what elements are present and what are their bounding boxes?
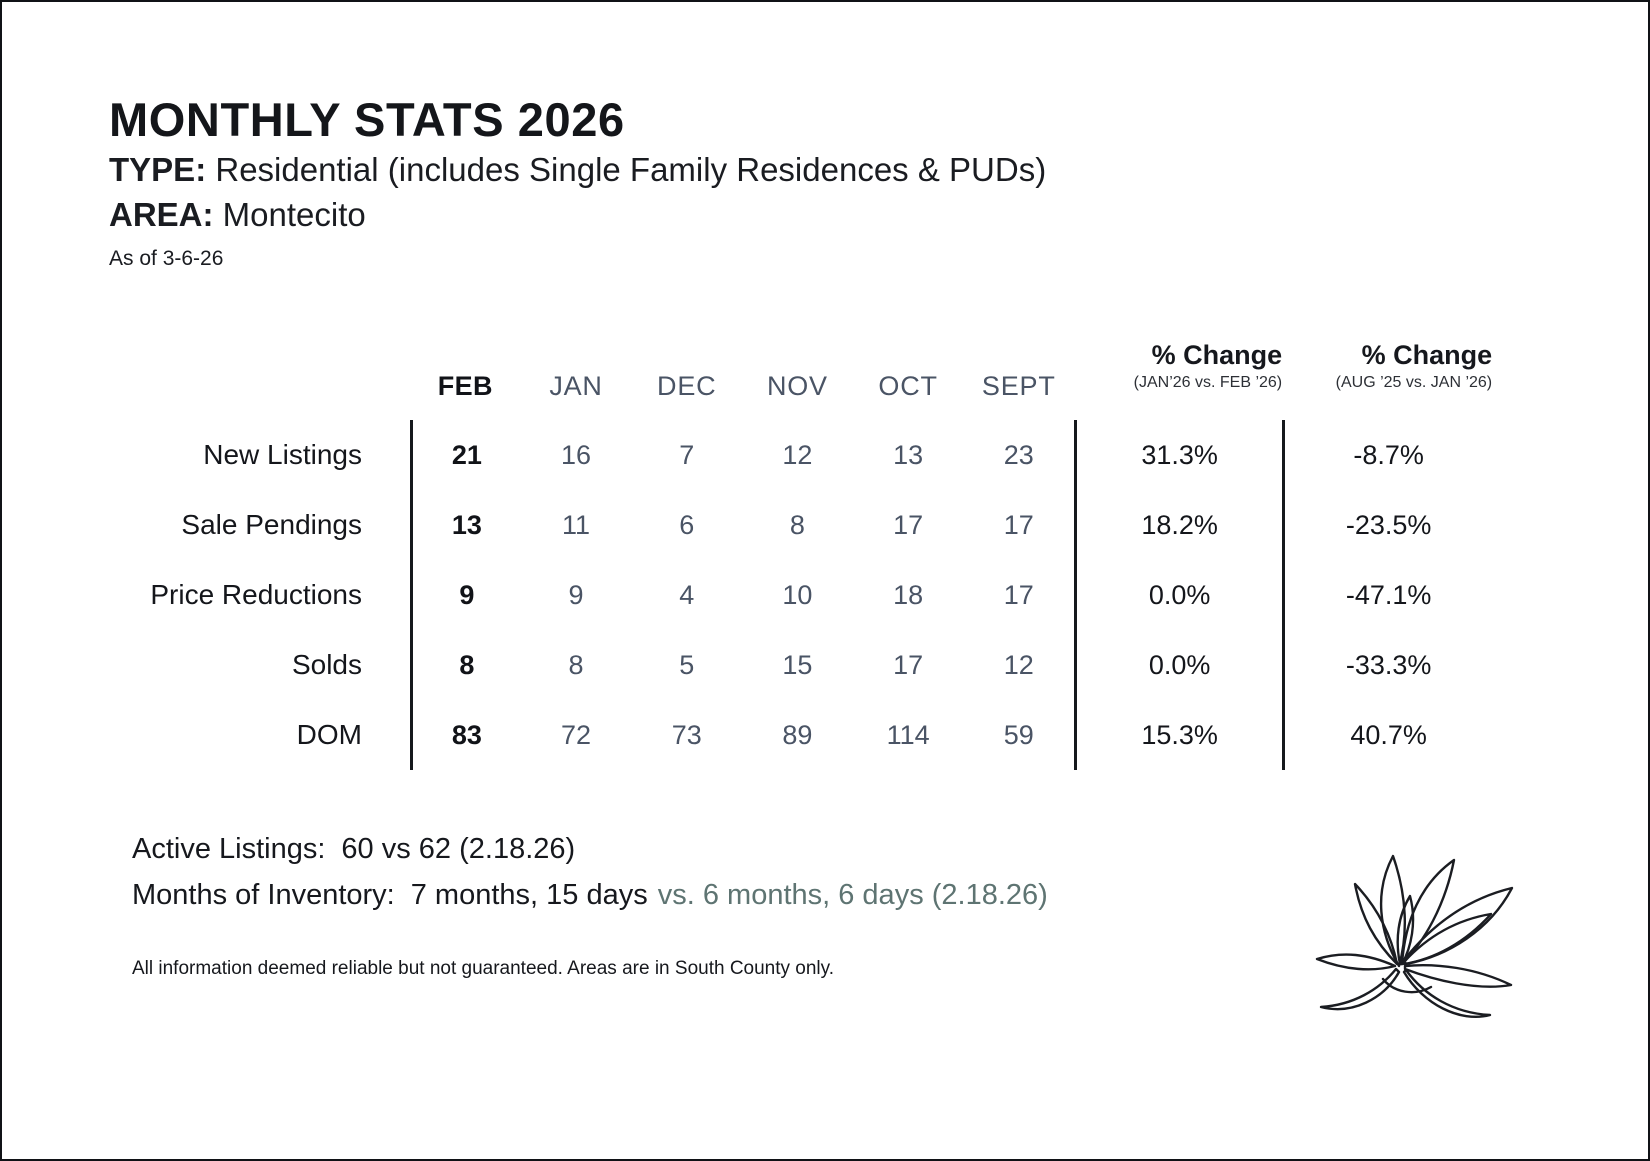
cell-pct-change: -33.3%: [1282, 630, 1492, 700]
type-label: TYPE:: [109, 150, 207, 188]
lotus-flower-icon: [1284, 814, 1542, 1062]
pct-change-2-subtitle: (AUG ’25 vs. JAN ’26): [1335, 374, 1493, 391]
cell-pct-change: 18.2%: [1074, 490, 1282, 560]
cell-value: 12: [782, 439, 813, 470]
cell-value: 18: [893, 579, 924, 610]
cell-value: 13: [410, 490, 521, 560]
row-label: Sale Pendings: [181, 509, 362, 540]
cell-value: 17: [1003, 509, 1034, 540]
col-header-sept: SEPT: [981, 371, 1056, 401]
row-label: New Listings: [203, 439, 362, 470]
months-of-inventory-line: Months of Inventory: 7 months, 15 days vs.…: [132, 881, 1048, 910]
table-row-dom: DOM 83 72 73 89 114 59 15.3% 40.7%: [102, 700, 1492, 770]
active-listings-value: 60 vs 62 (2.18.26): [341, 833, 576, 865]
cell-value: 59: [1003, 719, 1034, 750]
cell-value: 9: [568, 579, 584, 610]
area-line: AREA: Montecito: [109, 192, 1046, 238]
col-header-jan: JAN: [549, 371, 603, 401]
pct-change-2-title: % Change: [1361, 340, 1493, 370]
cell-pct-change: -23.5%: [1282, 490, 1492, 560]
area-value: Montecito: [213, 196, 366, 234]
area-label: AREA:: [109, 196, 214, 234]
col-header-nov: NOV: [766, 371, 828, 401]
page-title: MONTHLY STATS 2026: [109, 93, 625, 146]
cell-value: 16: [561, 439, 592, 470]
cell-value: 23: [1003, 439, 1034, 470]
cell-value: 17: [893, 649, 924, 680]
table-row-new-listings: New Listings 21 16 7 12 13 23 31.3% -8.7…: [102, 420, 1492, 490]
cell-pct-change: 0.0%: [1074, 630, 1282, 700]
cell-pct-change: 15.3%: [1074, 700, 1282, 770]
report-header: MONTHLY STATS 2026 TYPE: Residential (in…: [109, 93, 1046, 271]
cell-pct-change: -8.7%: [1282, 420, 1492, 490]
pct-change-1-title: % Change: [1151, 340, 1283, 370]
active-listings-label: Active Listings:: [132, 833, 326, 865]
cell-value: 13: [893, 439, 924, 470]
cell-pct-change: 0.0%: [1074, 560, 1282, 630]
row-label: Solds: [291, 649, 362, 680]
cell-pct-change: 31.3%: [1074, 420, 1282, 490]
cell-value: 11: [562, 509, 591, 540]
table-header-row: FEB JAN DEC NOV OCT SEPT % Change (JAN’2…: [102, 330, 1492, 420]
cell-value: 8: [410, 630, 521, 700]
cell-value: 21: [410, 420, 521, 490]
inventory-prior-value: vs. 6 months, 6 days (2.18.26): [657, 879, 1048, 911]
col-header-oct: OCT: [878, 371, 938, 401]
col-header-feb: FEB: [437, 371, 493, 401]
cell-value: 9: [410, 560, 521, 630]
cell-value: 8: [568, 649, 584, 680]
cell-value: 7: [679, 439, 695, 470]
col-header-dec: DEC: [657, 371, 717, 401]
stats-table: FEB JAN DEC NOV OCT SEPT % Change (JAN’2…: [102, 330, 1492, 770]
row-label: DOM: [296, 719, 362, 750]
cell-value: 114: [886, 719, 930, 750]
cell-value: 89: [782, 719, 813, 750]
active-listings-line: Active Listings: 60 vs 62 (2.18.26): [132, 835, 1048, 864]
table-row-solds: Solds 8 8 5 15 17 12 0.0% -33.3%: [102, 630, 1492, 700]
cell-pct-change: 40.7%: [1282, 700, 1492, 770]
as-of-date: As of 3-6-26: [109, 246, 224, 270]
cell-value: 15: [782, 649, 813, 680]
cell-value: 72: [561, 719, 592, 750]
row-label: Price Reductions: [150, 579, 362, 610]
pct-change-1-subtitle: (JAN’26 vs. FEB ’26): [1133, 374, 1283, 391]
cell-value: 4: [679, 579, 695, 610]
cell-value: 17: [1003, 579, 1034, 610]
cell-value: 8: [789, 509, 805, 540]
col-header-pct-change-1: % Change (JAN’26 vs. FEB ’26): [1074, 330, 1282, 420]
cell-value: 6: [679, 509, 695, 540]
cell-value: 10: [782, 579, 813, 610]
table-row-sale-pendings: Sale Pendings 13 11 6 8 17 17 18.2% -23.…: [102, 490, 1492, 560]
cell-value: 83: [410, 700, 521, 770]
table-row-price-reductions: Price Reductions 9 9 4 10 18 17 0.0% -47…: [102, 560, 1492, 630]
summary-footer: Active Listings: 60 vs 62 (2.18.26) Month…: [132, 835, 1048, 980]
cell-value: 5: [679, 649, 695, 680]
cell-pct-change: -47.1%: [1282, 560, 1492, 630]
cell-value: 17: [893, 509, 924, 540]
cell-value: 73: [671, 719, 702, 750]
disclaimer-text: All information deemed reliable but not …: [132, 958, 835, 979]
inventory-label: Months of Inventory:: [132, 879, 395, 911]
type-value: Residential (includes Single Family Resi…: [206, 150, 1047, 188]
type-line: TYPE: Residential (includes Single Famil…: [109, 147, 1046, 193]
col-header-pct-change-2: % Change (AUG ’25 vs. JAN ’26): [1282, 330, 1492, 420]
cell-value: 12: [1003, 649, 1034, 680]
inventory-current-value: 7 months, 15 days: [410, 879, 648, 911]
header-spacer: [102, 330, 410, 420]
